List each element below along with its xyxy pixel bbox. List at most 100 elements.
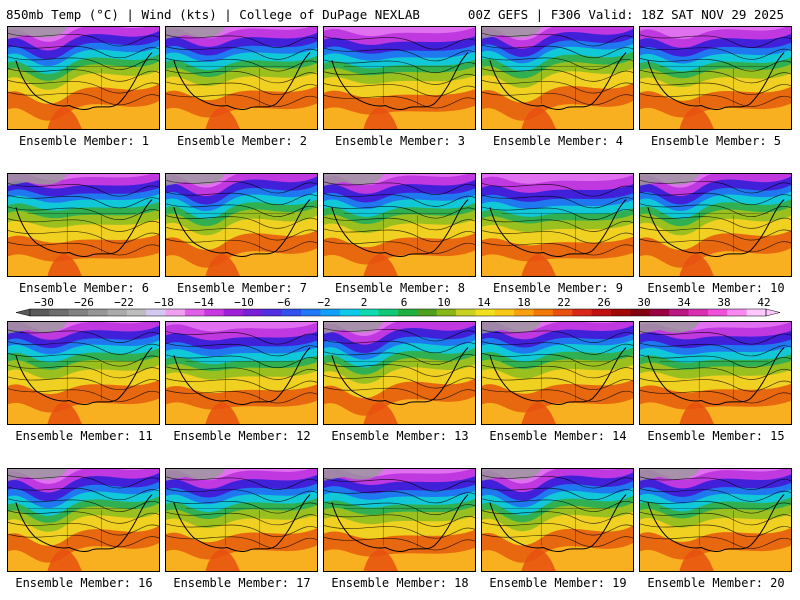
colorbar-segment xyxy=(417,309,438,316)
temperature-field-map xyxy=(482,469,633,571)
temperature-field-map xyxy=(324,174,475,276)
colorbar-segment xyxy=(533,309,554,316)
temperature-field-map xyxy=(640,27,791,129)
temperature-field-map xyxy=(482,27,633,129)
temperature-colorbar: −30 −26 −22 −18 −14 −10 −6 −2 2 6 10 14 18 22 26 30 34 38… xyxy=(15,296,781,317)
colorbar-segment xyxy=(301,309,321,316)
colorbar-segment xyxy=(456,309,476,316)
colorbar-tick-label: −10 xyxy=(234,296,254,309)
colorbar-segment xyxy=(146,309,166,316)
colorbar-segment xyxy=(475,309,496,316)
colorbar-segment xyxy=(591,309,612,316)
colorbar-segment xyxy=(359,309,380,316)
ensemble-member-label: Ensemble Member: 10 xyxy=(647,281,785,295)
colorbar-segment xyxy=(281,309,302,316)
ensemble-member-label: Ensemble Member: 6 xyxy=(18,281,150,295)
temperature-field-map xyxy=(166,174,317,276)
colorbar-segment xyxy=(746,309,767,316)
temperature-field-map xyxy=(640,469,791,571)
colorbar-segment xyxy=(378,309,399,316)
colorbar-segment xyxy=(436,309,457,316)
colorbar-high-arrow xyxy=(765,308,781,317)
ensemble-member-map xyxy=(639,173,792,277)
colorbar-segment xyxy=(339,309,360,316)
colorbar-segment xyxy=(630,309,651,316)
temperature-field-map xyxy=(640,322,791,424)
ensemble-member-map xyxy=(165,468,318,572)
ensemble-member-label: Ensemble Member: 19 xyxy=(489,576,627,590)
ensemble-member-label: Ensemble Member: 4 xyxy=(492,134,624,148)
colorbar-tick-label: 10 xyxy=(437,296,450,309)
colorbar-segment xyxy=(552,309,573,316)
ensemble-member-map xyxy=(323,26,476,130)
temperature-field-map xyxy=(324,27,475,129)
ensemble-member-label: Ensemble Member: 14 xyxy=(489,429,627,443)
colorbar-tick-label: 22 xyxy=(557,296,570,309)
ensemble-member-label: Ensemble Member: 1 xyxy=(18,134,150,148)
model-run-info: 00Z GEFS | F306 Valid: 18Z SAT NOV 29 20… xyxy=(467,7,784,22)
colorbar-low-arrow xyxy=(15,308,31,317)
colorbar-segment xyxy=(669,309,689,316)
ensemble-member-map xyxy=(323,468,476,572)
ensemble-member-label: Ensemble Member: 15 xyxy=(647,429,785,443)
ensemble-member-label: Ensemble Member: 13 xyxy=(331,429,469,443)
colorbar-segment xyxy=(649,309,670,316)
ensemble-member-map xyxy=(481,321,634,425)
temperature-field-map xyxy=(482,322,633,424)
ensemble-member-map xyxy=(639,26,792,130)
colorbar-segment xyxy=(88,309,108,316)
colorbar-segment xyxy=(184,309,205,316)
temperature-field-map xyxy=(166,27,317,129)
ensemble-member-map xyxy=(481,468,634,572)
ensemble-member-map xyxy=(323,321,476,425)
temperature-field-map xyxy=(8,469,159,571)
colorbar-tick-label: −6 xyxy=(277,296,290,309)
colorbar-segment xyxy=(688,309,709,316)
ensemble-member-map xyxy=(165,26,318,130)
temperature-field-map xyxy=(482,174,633,276)
colorbar-segment xyxy=(611,309,631,316)
colorbar-tick-label: −22 xyxy=(114,296,134,309)
colorbar-segment xyxy=(572,309,593,316)
ensemble-member-map xyxy=(7,26,160,130)
ensemble-member-map xyxy=(165,173,318,277)
ensemble-member-label: Ensemble Member: 20 xyxy=(647,576,785,590)
colorbar-segment xyxy=(243,309,263,316)
ensemble-member-label: Ensemble Member: 12 xyxy=(173,429,311,443)
colorbar-tick-label: 2 xyxy=(361,296,368,309)
ensemble-member-label: Ensemble Member: 5 xyxy=(650,134,782,148)
temperature-field-map xyxy=(640,174,791,276)
ensemble-member-label: Ensemble Member: 9 xyxy=(492,281,624,295)
ensemble-member-map xyxy=(7,173,160,277)
temperature-field-map xyxy=(324,469,475,571)
temperature-field-map xyxy=(8,174,159,276)
colorbar-segment xyxy=(727,309,748,316)
colorbar-tick-label: 42 xyxy=(757,296,770,309)
temperature-field-map xyxy=(8,322,159,424)
ensemble-member-map xyxy=(481,26,634,130)
ensemble-member-label: Ensemble Member: 8 xyxy=(334,281,466,295)
colorbar-segment xyxy=(204,309,225,316)
colorbar-segment xyxy=(320,309,341,316)
colorbar-segment xyxy=(68,309,89,316)
colorbar-tick-label: 6 xyxy=(401,296,408,309)
ensemble-member-map xyxy=(323,173,476,277)
ensemble-member-map xyxy=(7,468,160,572)
ensemble-member-label: Ensemble Member: 7 xyxy=(176,281,308,295)
colorbar-tick-label: 34 xyxy=(677,296,691,309)
colorbar-segment xyxy=(262,309,283,316)
colorbar-segment xyxy=(494,309,515,316)
colorbar-tick-label: 38 xyxy=(717,296,730,309)
colorbar-segment xyxy=(514,309,534,316)
colorbar-segment xyxy=(107,309,128,316)
colorbar-segment xyxy=(30,309,50,316)
ensemble-member-map xyxy=(165,321,318,425)
colorbar-segment xyxy=(165,309,186,316)
temperature-field-map xyxy=(8,27,159,129)
ensemble-member-map xyxy=(481,173,634,277)
colorbar-tick-label: −26 xyxy=(74,296,94,309)
temperature-field-map xyxy=(166,322,317,424)
ensemble-member-label: Ensemble Member: 2 xyxy=(176,134,308,148)
colorbar-tick-label: −2 xyxy=(317,296,330,309)
temperature-field-map xyxy=(166,469,317,571)
